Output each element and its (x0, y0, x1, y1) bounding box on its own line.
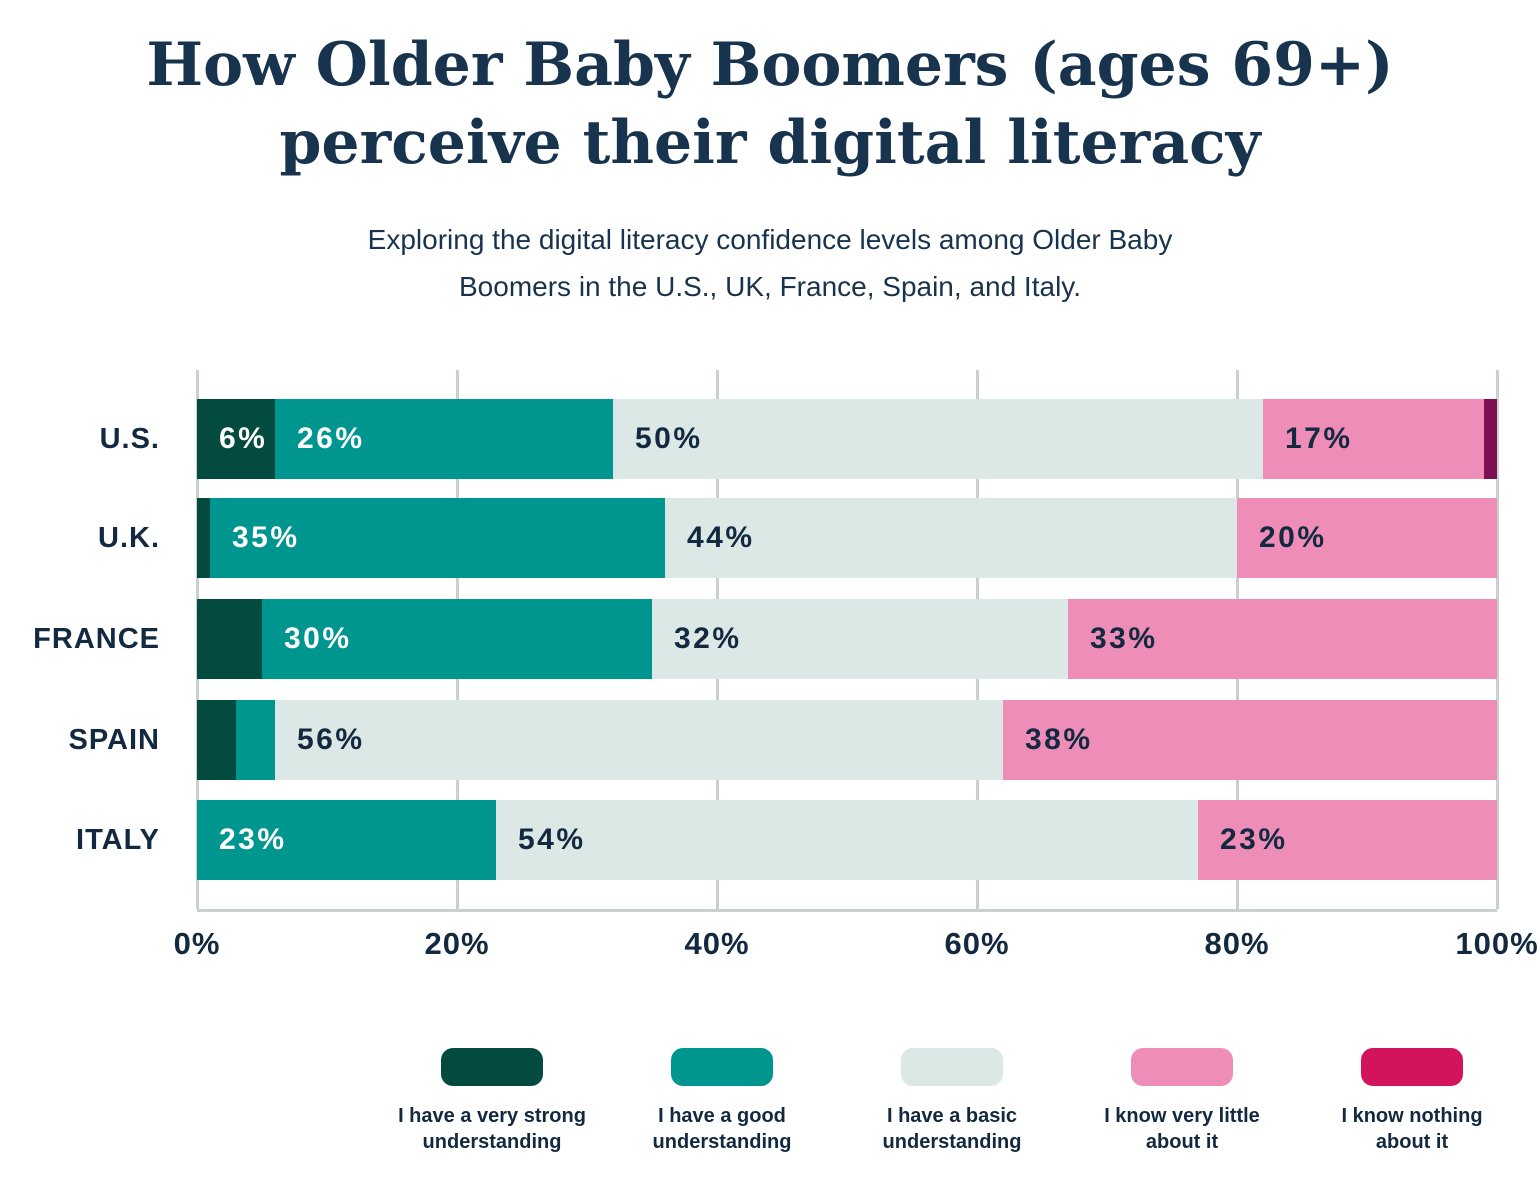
bar-segment: 32% (652, 599, 1068, 679)
bar-value-label: 33% (1090, 622, 1158, 655)
bar-value-label: 44% (687, 521, 755, 554)
bar-row: 30% 32% 33% (197, 599, 1497, 679)
y-axis-label: SPAIN (68, 724, 160, 756)
bar-segment: 23% (197, 800, 496, 880)
bar-segment (197, 700, 236, 780)
bar-segment: 6% (197, 399, 275, 479)
x-axis-tick-label: 100% (1455, 926, 1539, 961)
bar-value-label: 23% (219, 823, 287, 856)
legend-label: I have a good understanding (652, 1105, 792, 1153)
y-axis-label: U.S. (99, 423, 160, 455)
x-axis-tick-label: 80% (1204, 926, 1270, 961)
legend-label: I have a very strong understanding (398, 1105, 586, 1153)
bar-segment (197, 599, 262, 679)
legend-item: I have a good understanding (622, 1048, 822, 1155)
bar-row: 35% 44% 20% (197, 498, 1497, 578)
bar-segment: 20% (1237, 498, 1497, 578)
legend-swatch (441, 1048, 543, 1086)
gridline-vertical (1496, 370, 1499, 909)
bar-segment: 23% (1198, 800, 1497, 880)
y-axis: U.S. U.K. FRANCE SPAIN ITALY (0, 370, 160, 909)
bar-value-label: 17% (1285, 422, 1353, 455)
bar-value-label: 54% (518, 823, 586, 856)
bar-segment (236, 700, 275, 780)
legend-swatch (1131, 1048, 1233, 1086)
x-axis: 0% 20% 40% 60% 80% 100% (174, 926, 1538, 976)
bar-value-label: 56% (297, 723, 365, 756)
bar-value-label: 26% (297, 422, 365, 455)
x-axis-tick-label: 40% (684, 926, 750, 961)
bar-value-label: 30% (284, 622, 352, 655)
legend: I have a very strong understanding I have… (392, 1048, 1512, 1155)
bar-segment: 38% (1003, 700, 1497, 780)
chart-title: How Older Baby Boomers (ages 69+) percei… (146, 30, 1394, 178)
x-axis-tick-label: 0% (173, 926, 221, 961)
bar-segment: 35% (210, 498, 665, 578)
bar-segment: 17% (1263, 399, 1484, 479)
bar-row: 23% 54% 23% (197, 800, 1497, 880)
legend-item: I have a very strong understanding (392, 1048, 592, 1155)
bar-segment: 44% (665, 498, 1237, 578)
bar-value-label: 20% (1259, 521, 1327, 554)
legend-label: I know very little about it (1104, 1105, 1260, 1153)
legend-label: I have a basic understanding (882, 1105, 1022, 1153)
bar-segment: 54% (496, 800, 1198, 880)
bar-value-label: 23% (1220, 823, 1288, 856)
legend-swatch (901, 1048, 1003, 1086)
bar-segment: 56% (275, 700, 1003, 780)
bar-segment: 30% (262, 599, 652, 679)
x-axis-tick-label: 20% (424, 926, 490, 961)
bar-value-label: 35% (232, 521, 300, 554)
bar-segment (197, 498, 210, 578)
bar-segment: 26% (275, 399, 613, 479)
bar-segment: 33% (1068, 599, 1497, 679)
legend-item: I have a basic understanding (852, 1048, 1052, 1155)
bar-row: 56% 38% (197, 700, 1497, 780)
bar-value-label: 32% (674, 622, 742, 655)
plot-area: 6% 26% 50% 17% 35% 44% 20% 30% 32% 33% 56% 38% 23% 54… (196, 370, 1499, 912)
y-axis-label: U.K. (98, 522, 160, 554)
y-axis-label: ITALY (76, 824, 160, 856)
chart-subtitle: Exploring the digital literacy confidenc… (367, 224, 1173, 302)
bar-segment (1484, 399, 1497, 479)
bar-value-label: 38% (1025, 723, 1093, 756)
legend-swatch (671, 1048, 773, 1086)
y-axis-label: FRANCE (33, 623, 160, 655)
legend-swatch (1361, 1048, 1463, 1086)
legend-item: I know nothing about it (1312, 1048, 1512, 1155)
bar-segment: 50% (613, 399, 1263, 479)
legend-item: I know very little about it (1082, 1048, 1282, 1155)
bar-value-label: 6% (219, 422, 268, 455)
legend-label: I know nothing about it (1341, 1105, 1483, 1153)
bar-row: 6% 26% 50% 17% (197, 399, 1497, 479)
x-axis-tick-label: 60% (944, 926, 1010, 961)
bar-value-label: 50% (635, 422, 703, 455)
